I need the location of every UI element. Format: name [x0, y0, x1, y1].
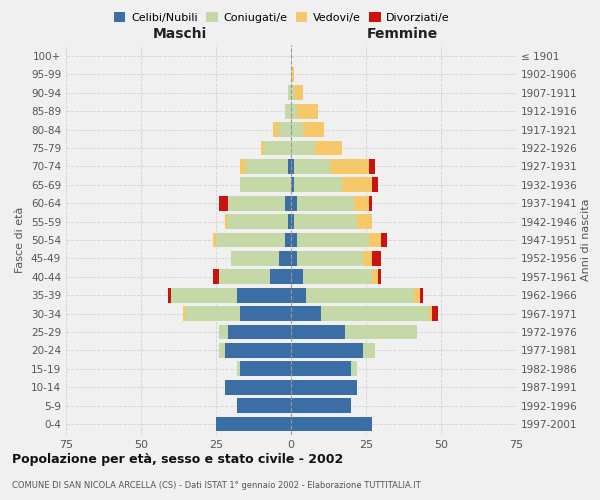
Bar	[372, 270, 378, 284]
Bar	[291, 251, 297, 266]
Bar	[330, 159, 369, 174]
Bar	[219, 343, 225, 357]
Bar	[291, 178, 294, 192]
Bar	[288, 214, 291, 229]
Bar	[291, 232, 297, 248]
Bar	[261, 140, 264, 156]
Bar	[372, 251, 381, 266]
Y-axis label: Fasce di età: Fasce di età	[16, 207, 25, 273]
Bar	[294, 86, 303, 100]
Bar	[291, 270, 303, 284]
Bar	[219, 196, 228, 210]
Bar	[378, 270, 381, 284]
Bar	[285, 196, 291, 210]
Bar	[240, 362, 291, 376]
Bar	[297, 232, 369, 248]
Bar	[363, 343, 375, 357]
Bar	[420, 288, 423, 302]
Bar	[363, 251, 372, 266]
Bar	[240, 306, 291, 321]
Bar	[429, 306, 432, 321]
Bar	[228, 196, 285, 210]
Bar	[216, 232, 285, 248]
Bar	[291, 362, 351, 376]
Bar	[186, 306, 240, 321]
Bar	[240, 159, 246, 174]
Bar	[291, 324, 345, 340]
Bar	[237, 288, 291, 302]
Bar	[345, 324, 417, 340]
Bar	[225, 214, 228, 229]
Bar	[303, 122, 324, 137]
Bar	[285, 104, 291, 118]
Bar	[291, 380, 357, 394]
Text: Popolazione per età, sesso e stato civile - 2002: Popolazione per età, sesso e stato civil…	[12, 452, 343, 466]
Bar	[291, 288, 306, 302]
Text: Maschi: Maschi	[153, 28, 207, 42]
Bar	[321, 306, 429, 321]
Bar	[291, 214, 294, 229]
Bar	[288, 159, 291, 174]
Bar	[237, 398, 291, 413]
Bar	[315, 140, 342, 156]
Bar	[213, 270, 219, 284]
Bar	[240, 178, 291, 192]
Bar	[225, 343, 291, 357]
Bar	[291, 67, 294, 82]
Bar	[288, 86, 291, 100]
Text: COMUNE DI SAN NICOLA ARCELLA (CS) - Dati ISTAT 1° gennaio 2002 - Elaborazione TU: COMUNE DI SAN NICOLA ARCELLA (CS) - Dati…	[12, 480, 421, 490]
Bar	[273, 122, 279, 137]
Bar	[168, 288, 171, 302]
Bar	[297, 104, 318, 118]
Bar	[306, 288, 414, 302]
Bar	[171, 288, 237, 302]
Bar	[213, 232, 216, 248]
Bar	[414, 288, 420, 302]
Bar	[342, 178, 372, 192]
Bar	[291, 196, 297, 210]
Bar	[291, 343, 363, 357]
Bar	[369, 159, 375, 174]
Bar	[369, 232, 381, 248]
Bar	[219, 324, 228, 340]
Bar	[183, 306, 186, 321]
Legend: Celibi/Nubili, Coniugati/e, Vedovi/e, Divorziati/e: Celibi/Nubili, Coniugati/e, Vedovi/e, Di…	[110, 8, 454, 28]
Bar	[369, 196, 372, 210]
Bar	[291, 159, 294, 174]
Bar	[294, 178, 342, 192]
Bar	[237, 362, 240, 376]
Bar	[291, 416, 372, 432]
Bar	[354, 196, 369, 210]
Bar	[294, 159, 330, 174]
Bar	[372, 178, 378, 192]
Bar	[291, 86, 294, 100]
Bar	[351, 362, 357, 376]
Bar	[225, 380, 291, 394]
Bar	[291, 398, 351, 413]
Bar	[231, 251, 279, 266]
Bar	[291, 104, 297, 118]
Bar	[357, 214, 372, 229]
Bar	[246, 159, 288, 174]
Bar	[381, 232, 387, 248]
Bar	[291, 140, 315, 156]
Bar	[264, 140, 291, 156]
Bar	[228, 324, 291, 340]
Y-axis label: Anni di nascita: Anni di nascita	[581, 198, 591, 281]
Bar	[279, 122, 291, 137]
Bar	[294, 214, 357, 229]
Bar	[303, 270, 372, 284]
Bar	[291, 122, 303, 137]
Bar	[216, 416, 291, 432]
Bar	[297, 251, 363, 266]
Bar	[279, 251, 291, 266]
Text: Femmine: Femmine	[367, 28, 437, 42]
Bar	[297, 196, 354, 210]
Bar	[432, 306, 438, 321]
Bar	[219, 270, 270, 284]
Bar	[291, 306, 321, 321]
Bar	[228, 214, 288, 229]
Bar	[285, 232, 291, 248]
Bar	[270, 270, 291, 284]
